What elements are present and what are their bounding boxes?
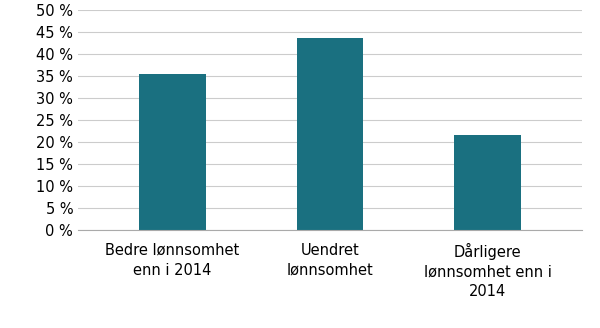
- Bar: [139, 73, 206, 230]
- Bar: [454, 135, 521, 230]
- Bar: [297, 38, 363, 230]
